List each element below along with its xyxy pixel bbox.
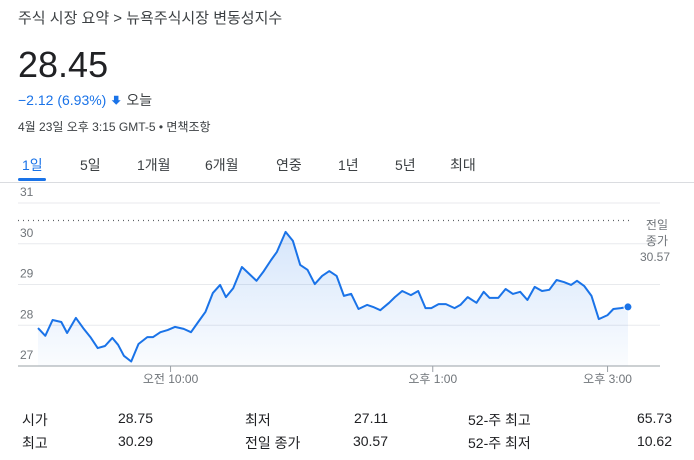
period: 오늘	[126, 92, 153, 108]
stat-label: 52-주 최저	[468, 435, 531, 451]
chart: 27 28 29 30 31 오전 10:00 오후 1:00 오후 3:00	[18, 185, 660, 386]
y-tick-label: 31	[20, 185, 34, 199]
y-tick-label: 30	[20, 226, 34, 240]
stat-value: 30.29	[117, 433, 153, 449]
stat-value: 30.57	[352, 433, 388, 449]
stat-value: 28.75	[117, 410, 153, 426]
divider	[0, 182, 694, 183]
x-tick-label: 오후 1:00	[408, 372, 457, 386]
area	[38, 231, 628, 366]
stat-label: 52-주 최고	[468, 412, 531, 428]
tab[interactable]: 5일	[80, 157, 101, 173]
breadcrumb[interactable]: 주식 시장 요약 > 뉴욕주식시장 변동성지수	[18, 10, 283, 27]
change-row: −2.12 (6.93%) 오늘	[18, 90, 152, 110]
x-tick-label: 오후 3:00	[583, 372, 632, 386]
tab[interactable]: 1개월	[137, 157, 171, 173]
tab[interactable]: 5년	[395, 157, 416, 173]
prev-close-label: 전일 종가	[645, 218, 668, 248]
stat-label: 전일 종가	[245, 435, 301, 451]
last-point	[623, 302, 633, 312]
stat-label: 최고	[22, 435, 48, 451]
change: −2.12 (6.93%)	[18, 92, 107, 108]
price-line	[37, 230, 629, 363]
price: 28.45	[18, 44, 109, 85]
tab[interactable]: 연중	[276, 157, 302, 173]
down-arrow	[112, 95, 122, 105]
y-tick-label: 28	[20, 307, 34, 321]
stat-value: 65.73	[636, 410, 672, 426]
tab[interactable]: 최대	[450, 157, 476, 173]
y-tick-label: 27	[20, 348, 34, 362]
stat-label: 최저	[245, 412, 271, 428]
y-tick-label: 29	[20, 267, 34, 281]
tab[interactable]: 1년	[338, 157, 359, 173]
timestamp: 4월 23일 오후 3:15 GMT-5 • 면책조항	[18, 120, 211, 134]
tab-underline	[18, 178, 46, 181]
x-tick-label: 오전 10:00	[143, 372, 199, 386]
tab[interactable]: 6개월	[205, 157, 239, 173]
tab[interactable]: 1일	[22, 157, 43, 173]
stat-value: 10.62	[636, 433, 672, 449]
prev-close-value: 30.57	[639, 250, 670, 264]
stat-value: 27.11	[354, 410, 388, 426]
stat-label: 시가	[22, 412, 48, 428]
